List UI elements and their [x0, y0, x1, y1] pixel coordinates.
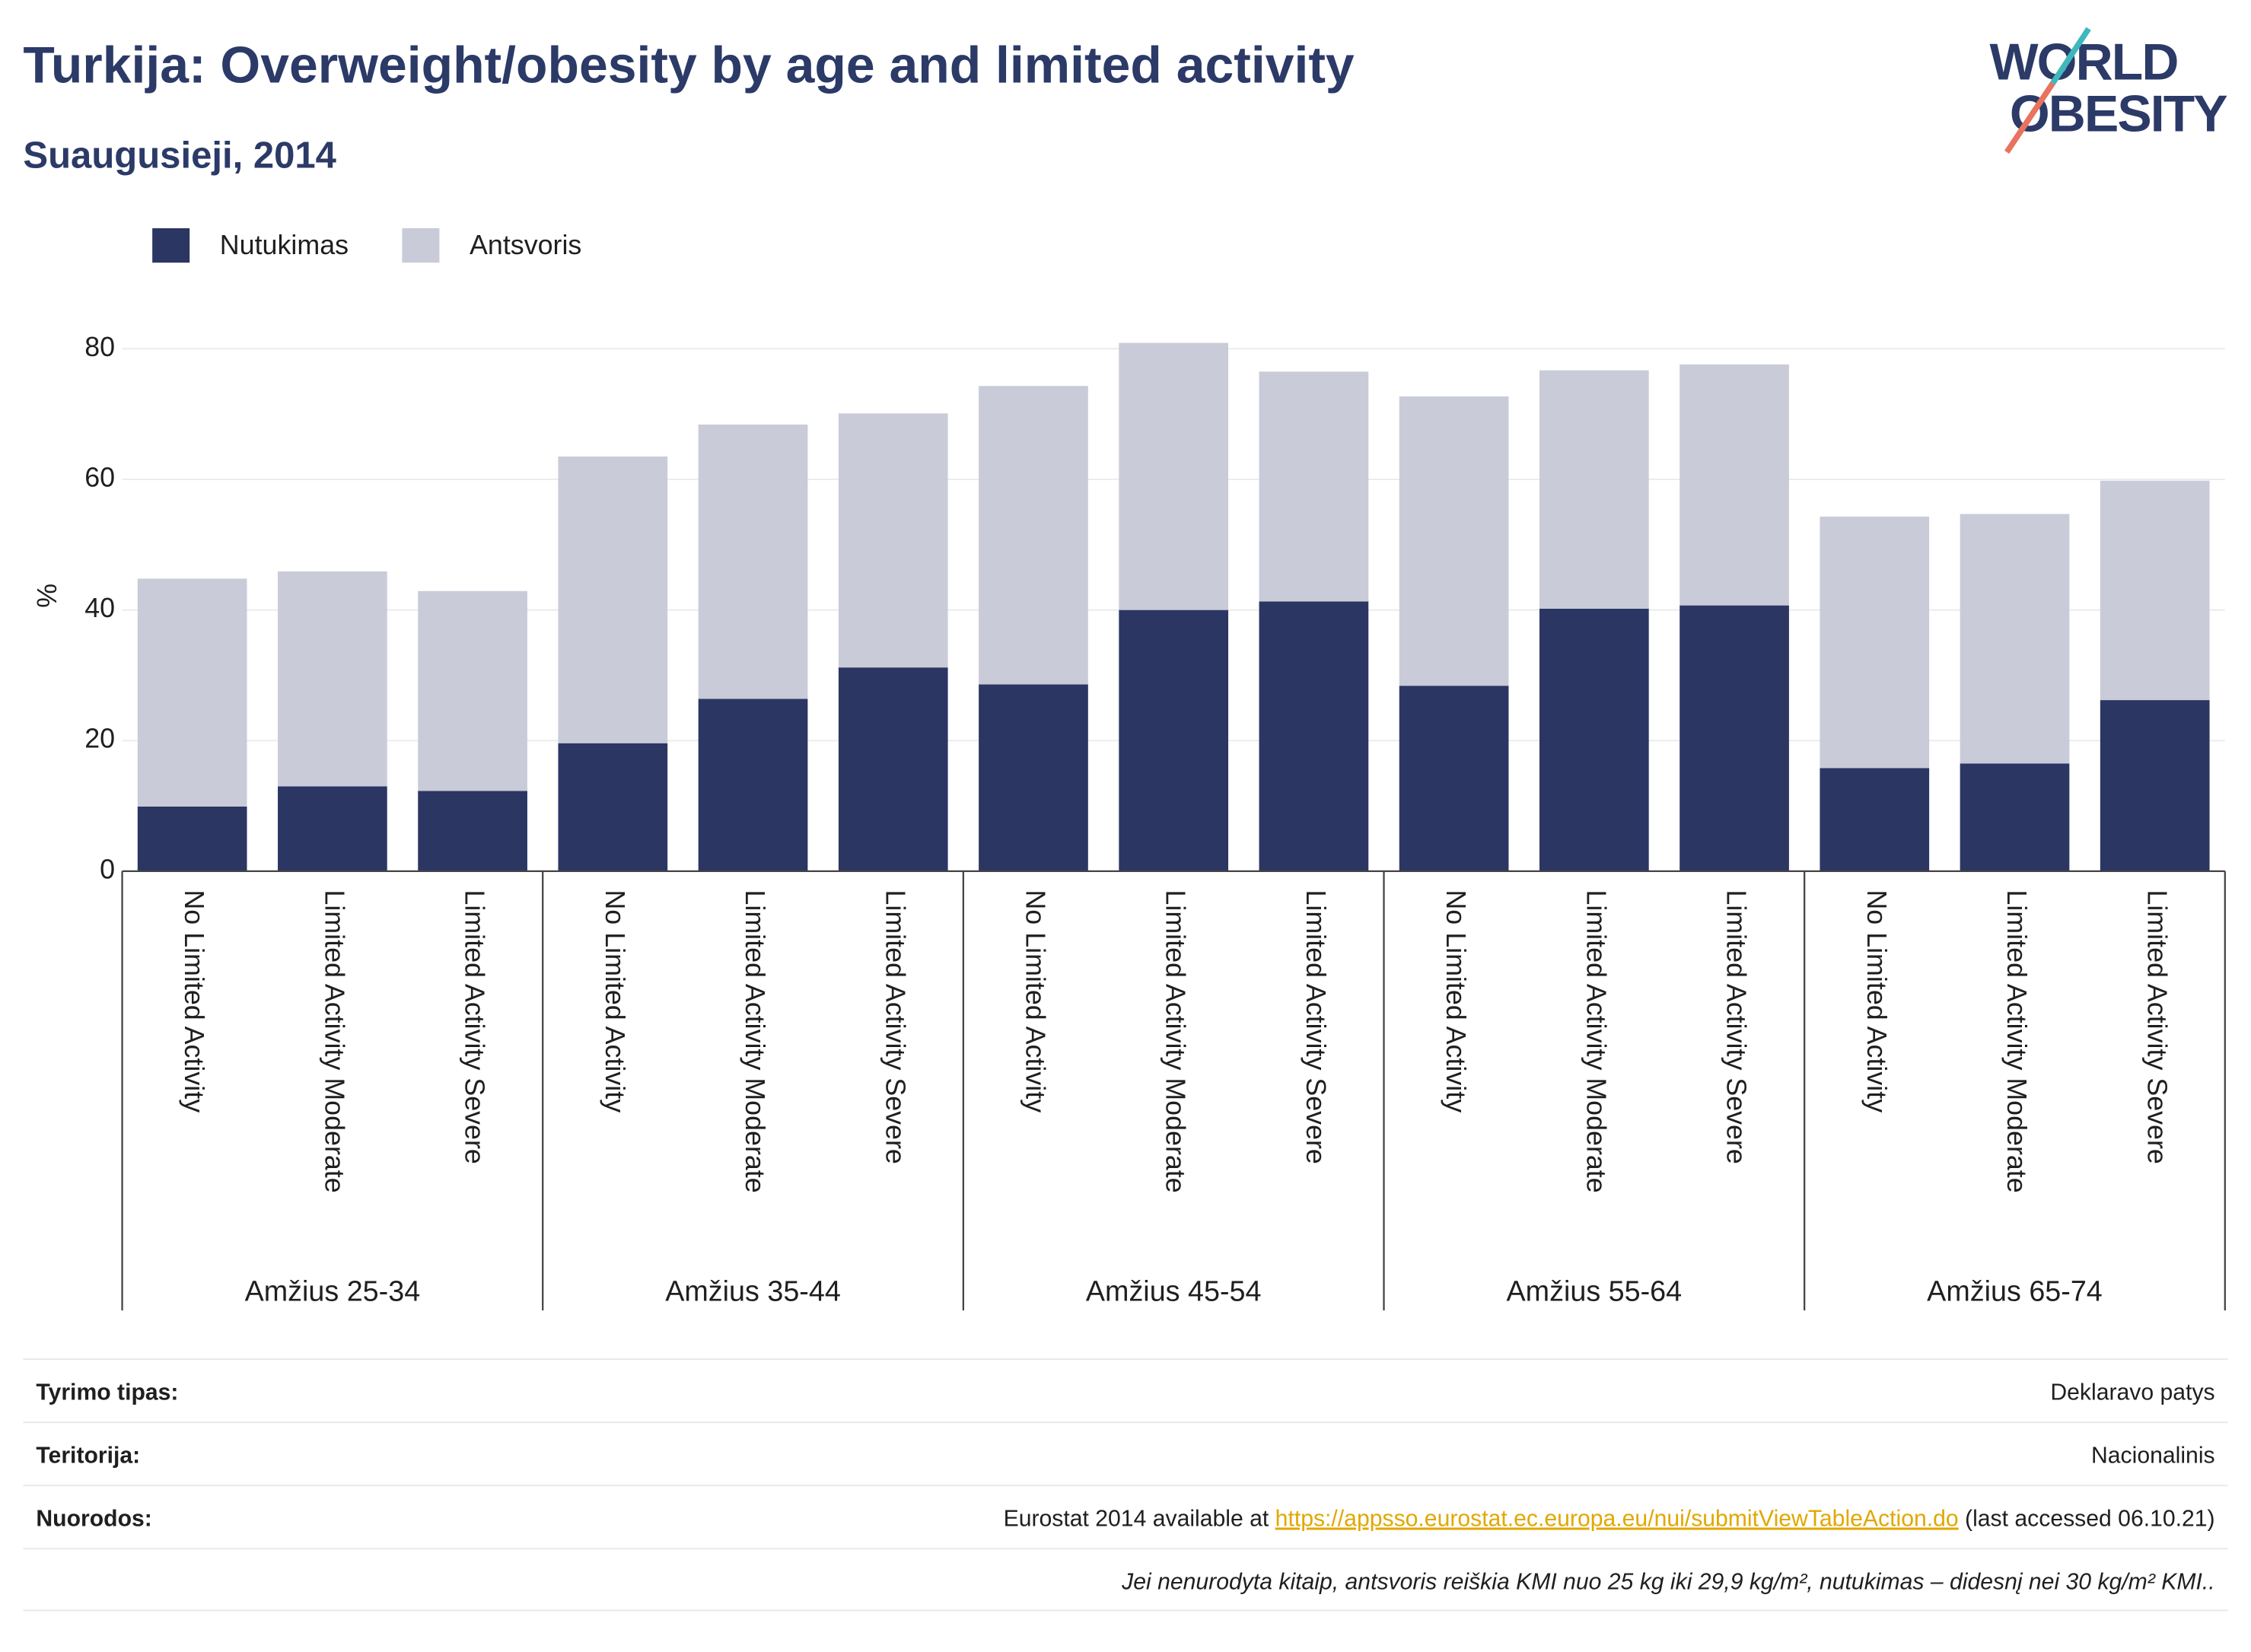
table-label: Tyrimo tipas: — [36, 1380, 178, 1405]
bar-segment — [1399, 686, 1509, 871]
legend-swatch — [152, 228, 190, 263]
bar-segment — [698, 699, 808, 871]
x-tick-label: No Limited Activity — [1020, 890, 1051, 1112]
bar-segment — [1960, 763, 2070, 871]
chart-title: Turkija: Overweight/obesity by age and l… — [23, 37, 1355, 94]
bar-segment — [558, 743, 668, 871]
x-tick-label: Limited Activity Severe — [1301, 890, 1331, 1163]
chart-subtitle: Suaugusieji, 2014 — [23, 135, 336, 176]
x-tick-label: Limited Activity Moderate — [319, 890, 349, 1192]
x-tick-label: Limited Activity Severe — [880, 890, 910, 1163]
bar-segment — [558, 456, 668, 743]
bar-segment — [1259, 371, 1369, 602]
x-tick-label: No Limited Activity — [600, 890, 630, 1112]
table-value: Nacionalinis — [2091, 1443, 2215, 1468]
x-tick-label: No Limited Activity — [179, 890, 209, 1112]
bar-segment — [278, 571, 387, 787]
bar-segment — [1820, 516, 1930, 769]
group-label: Amžius 55-64 — [1507, 1275, 1683, 1307]
logo: WORLD OBESITY — [1989, 27, 2229, 154]
x-tick-label: Limited Activity Moderate — [1581, 890, 1611, 1192]
x-tick-label: Limited Activity Severe — [460, 890, 490, 1163]
y-tick-label: 80 — [84, 332, 115, 362]
footer-table: Tyrimo tipas: Deklaravo patys Teritorija… — [23, 1358, 2228, 1612]
bar-segment — [979, 684, 1088, 871]
bar-segment — [838, 413, 948, 668]
bar-segment — [137, 806, 247, 871]
y-tick-label: 60 — [84, 462, 115, 492]
bar-segment — [838, 667, 948, 871]
legend-label: Antsvoris — [470, 230, 581, 260]
bar-segment — [1119, 610, 1229, 871]
bar-segment — [2100, 700, 2210, 871]
x-tick-label: Limited Activity Moderate — [740, 890, 770, 1192]
bar-segment — [1679, 605, 1789, 871]
table-value: Eurostat 2014 available at https://appss… — [1004, 1506, 2215, 1531]
bar-segment — [1960, 514, 2070, 764]
bar-segment — [1399, 396, 1509, 686]
bar-segment — [1119, 342, 1229, 610]
source-link[interactable]: https://appsso.eurostat.ec.europa.eu/nui… — [1275, 1506, 1959, 1531]
bar-segment — [1539, 370, 1649, 609]
bar-segment — [979, 386, 1088, 685]
x-tick-label: No Limited Activity — [1441, 890, 1471, 1112]
x-tick-label: Limited Activity Severe — [2141, 890, 2172, 1163]
bar-segment — [1820, 768, 1930, 871]
bar-segment — [418, 590, 527, 791]
y-tick-label: 20 — [84, 724, 115, 754]
bar-segment — [1539, 608, 1649, 871]
bar-segment — [137, 578, 247, 807]
y-tick-label: 40 — [84, 593, 115, 623]
source-text: (last accessed 06.10.21) — [1959, 1506, 2215, 1531]
legend-swatch — [402, 228, 440, 263]
group-label: Amžius 25-34 — [245, 1275, 421, 1307]
x-tick-label: Limited Activity Moderate — [2001, 890, 2032, 1192]
table-value: Deklaravo patys — [2050, 1380, 2214, 1405]
bar-segment — [2100, 480, 2210, 701]
y-tick-label: 0 — [100, 854, 115, 884]
table-label: Teritorija: — [36, 1443, 140, 1468]
group-label: Amžius 65-74 — [1927, 1275, 2103, 1307]
logo-slash — [2004, 81, 2055, 154]
bar-segment — [418, 791, 527, 871]
bar-segment — [698, 424, 808, 699]
table-note: Jei nenurodyta kitaip, antsvoris reiškia… — [1121, 1569, 2214, 1594]
source-text: Eurostat 2014 available at — [1004, 1506, 1275, 1531]
bar-segment — [1259, 601, 1369, 871]
x-tick-label: Limited Activity Severe — [1721, 890, 1752, 1163]
x-tick-label: Limited Activity Moderate — [1161, 890, 1191, 1192]
legend-label: Nutukimas — [220, 230, 349, 260]
logo-text: WORLD — [1989, 34, 2177, 91]
table-label: Nuorodos: — [36, 1506, 151, 1531]
logo-slash — [2050, 27, 2091, 85]
y-axis-label: % — [32, 584, 62, 608]
group-label: Amžius 45-54 — [1086, 1275, 1262, 1307]
x-tick-label: No Limited Activity — [1861, 890, 1892, 1112]
bar-segment — [1679, 364, 1789, 606]
group-label: Amžius 35-44 — [665, 1275, 841, 1307]
bar-segment — [278, 786, 387, 871]
